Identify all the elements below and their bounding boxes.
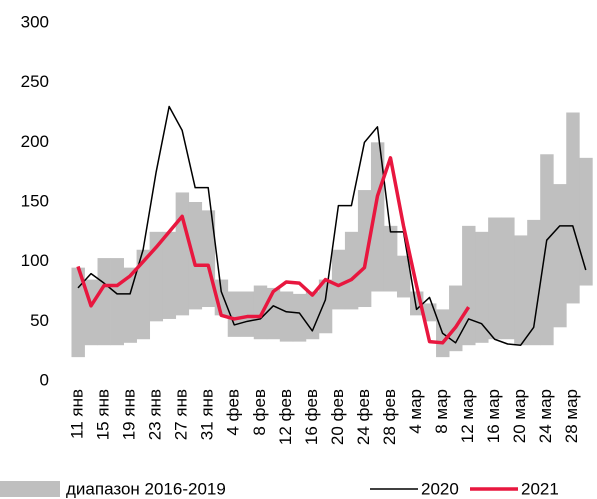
range-band xyxy=(279,291,294,342)
range-band xyxy=(175,192,190,316)
range-band xyxy=(488,217,502,340)
range-band xyxy=(318,279,333,334)
range-band xyxy=(240,291,255,337)
x-tick-label: 24 мар xyxy=(536,389,555,443)
range-band xyxy=(149,231,164,322)
x-tick-label: 28 фев xyxy=(380,389,399,445)
x-tick-label: 31 янв xyxy=(198,389,217,440)
range-band xyxy=(292,293,307,342)
x-tick-label: 12 мар xyxy=(458,389,477,443)
range-band xyxy=(97,258,111,346)
line-2021 xyxy=(76,156,471,345)
legend-swatch xyxy=(0,481,60,497)
x-tick-label: 27 янв xyxy=(172,389,191,440)
range-band xyxy=(370,142,385,292)
range-band xyxy=(136,249,151,340)
x-tick-label: 8 фев xyxy=(250,389,269,436)
range-band xyxy=(527,219,541,346)
x-tick-label: 4 фев xyxy=(224,389,243,436)
range-band xyxy=(110,258,124,346)
x-tick-label: 16 мар xyxy=(484,389,503,443)
range-band xyxy=(553,184,567,328)
y-tick-label: 0 xyxy=(40,370,49,389)
x-tick-label: 24 фев xyxy=(354,389,373,445)
x-tick-label: 4 мар xyxy=(406,389,425,434)
x-tick-label: 20 мар xyxy=(510,389,529,443)
y-tick-label: 100 xyxy=(21,251,49,270)
range-band xyxy=(305,291,320,340)
y-tick-label: 250 xyxy=(21,72,49,91)
range-band xyxy=(227,291,242,337)
x-tick-label: 19 янв xyxy=(120,389,139,440)
range-band xyxy=(579,157,593,286)
range-band xyxy=(462,225,476,346)
x-tick-label: 12 фев xyxy=(276,389,295,445)
y-tick-label: 300 xyxy=(21,12,49,31)
x-tick-label: 28 мар xyxy=(562,389,581,443)
range-band xyxy=(123,267,137,343)
range-band xyxy=(501,217,515,340)
x-tick-label: 11 янв xyxy=(67,389,86,439)
x-tick-label: 20 фев xyxy=(328,389,347,445)
legend-label: 2021 xyxy=(521,479,559,498)
x-tick-label: 23 янв xyxy=(146,389,165,440)
x-tick-label: 8 мар xyxy=(432,389,451,434)
range-band xyxy=(383,225,398,292)
range-band xyxy=(475,231,489,343)
range-band xyxy=(71,267,85,358)
legend-label: диапазон 2016-2019 xyxy=(66,479,226,498)
y-tick-label: 150 xyxy=(21,191,49,210)
x-tick-label: 16 фев xyxy=(302,389,321,445)
y-tick-label: 50 xyxy=(30,311,49,330)
range-band xyxy=(162,231,177,319)
legend-label: 2020 xyxy=(421,479,459,498)
range-band xyxy=(331,249,346,310)
line-2020 xyxy=(77,105,587,346)
x-tick-label: 15 янв xyxy=(94,389,113,440)
range-band xyxy=(344,231,359,310)
y-tick-label: 200 xyxy=(21,132,49,151)
range-band xyxy=(188,202,203,310)
range-band xyxy=(514,235,528,346)
range-band xyxy=(357,190,372,308)
range-band xyxy=(540,154,554,346)
range-band xyxy=(266,287,281,340)
range-band xyxy=(396,255,411,298)
range-band xyxy=(566,112,580,304)
